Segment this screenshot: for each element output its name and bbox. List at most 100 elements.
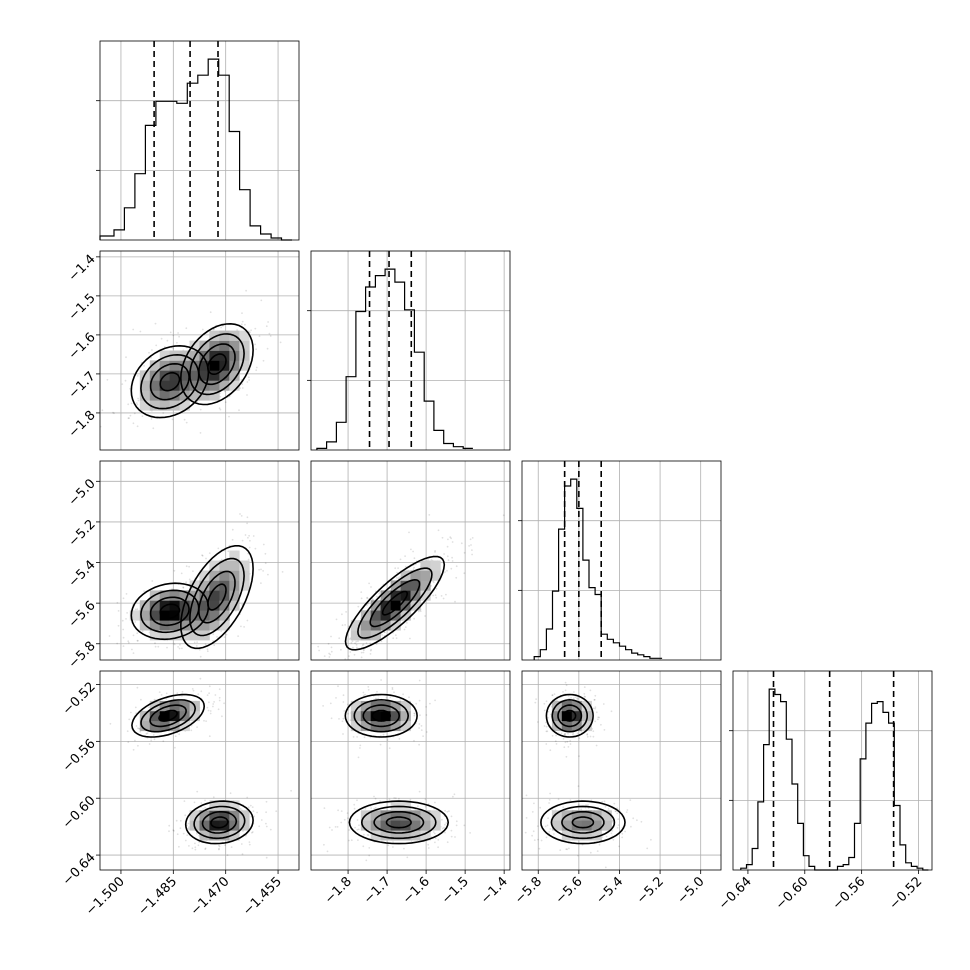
scatter-point (217, 547, 220, 550)
scatter-point (336, 826, 339, 828)
scatter-point (199, 677, 202, 680)
scatter-point (134, 706, 137, 709)
density-cell (139, 400, 151, 411)
scatter-point (337, 809, 339, 812)
scatter-point (186, 834, 189, 837)
scatter-point (253, 815, 256, 818)
scatter-point (209, 710, 212, 712)
xtick-label-1-1: −1.7 (361, 874, 394, 907)
scatter-point (351, 640, 354, 643)
scatter-point (364, 808, 367, 810)
scatter-point (355, 643, 358, 646)
contour-1-mode-0 (362, 704, 401, 728)
scatter-point (441, 536, 444, 539)
density-cell (149, 400, 161, 411)
scatter-point (247, 376, 250, 379)
scatter-point (381, 634, 383, 636)
density-cell (179, 590, 190, 601)
scatter-point (334, 826, 337, 828)
scatter-point (404, 565, 407, 568)
scatter-point (249, 804, 252, 807)
scatter-point (329, 653, 332, 656)
scatter-point (279, 341, 282, 344)
scatter-point (369, 642, 372, 645)
scatter-point (564, 741, 567, 744)
density-cell (149, 360, 161, 371)
scatter-point (448, 810, 450, 812)
scatter-point (412, 568, 415, 571)
scatter-point (594, 706, 597, 708)
scatter-point (209, 712, 212, 715)
density-cell (139, 390, 151, 401)
scatter-point (176, 341, 178, 344)
scatter-point (345, 662, 347, 664)
scatter-point (555, 734, 557, 737)
xtick-label-2-0: −5.8 (512, 874, 545, 907)
scatter-point (364, 693, 366, 696)
density-cell (169, 590, 180, 601)
scatter-point (545, 725, 548, 728)
scatter-point (137, 727, 139, 730)
hist-0-step (99, 58, 292, 241)
scatter-point (165, 698, 168, 700)
scatter-point (200, 802, 203, 804)
scatter-point (154, 642, 156, 645)
scatter-point (196, 726, 199, 728)
scatter-point (260, 582, 262, 584)
scatter-point (246, 381, 249, 383)
scatter-point (548, 802, 550, 804)
scatter-point (614, 810, 617, 812)
scatter-point (246, 796, 249, 799)
scatter-point (445, 822, 448, 824)
scatter-point (615, 810, 617, 813)
contour-2-mode-1 (189, 333, 245, 396)
scatter-point (413, 714, 416, 717)
scatter-point (223, 390, 226, 393)
scatter-point (343, 710, 346, 712)
scatter-point (219, 395, 222, 398)
scatter-point (539, 806, 542, 809)
scatter-point (616, 807, 619, 810)
scatter-point (194, 846, 197, 849)
scatter-point (583, 693, 586, 695)
scatter-point (204, 847, 207, 850)
scatter-point (600, 723, 602, 726)
contour-3-mode-1 (348, 800, 450, 845)
scatter-point (346, 703, 349, 706)
scatter-point (549, 792, 551, 795)
scatter-point (265, 825, 268, 828)
density-cell (209, 620, 220, 631)
scatter-point (161, 465, 163, 467)
scatter-point (337, 662, 339, 664)
scatter-point (197, 844, 200, 847)
density-cell (189, 380, 200, 391)
scatter-point (532, 830, 535, 833)
scatter-point (196, 641, 199, 643)
scatter-point (342, 717, 345, 720)
contour-3-mode-0 (344, 555, 446, 651)
density-cell (380, 710, 391, 722)
scatter-point (547, 716, 549, 719)
scatter-point (437, 529, 440, 532)
scatter-point (355, 640, 358, 643)
scatter-point (191, 688, 194, 690)
scatter-point (184, 814, 187, 817)
scatter-point (559, 849, 562, 851)
scatter-point (583, 695, 586, 698)
density-cell (199, 820, 210, 831)
density-cell (380, 820, 391, 831)
contour-0-mode-0 (158, 709, 178, 722)
scatter-point (359, 744, 362, 747)
scatter-panel-2-3 (521, 670, 722, 871)
scatter-point (564, 732, 567, 735)
scatter-point (205, 557, 207, 560)
panel-1-2-content (317, 514, 505, 664)
scatter-point (151, 349, 153, 351)
scatter-point (419, 610, 422, 613)
scatter-point (399, 698, 402, 701)
scatter-point (218, 688, 221, 691)
scatter-point (340, 810, 343, 812)
density-cell (571, 820, 583, 831)
density-cell (179, 380, 190, 391)
scatter-point (356, 799, 358, 802)
